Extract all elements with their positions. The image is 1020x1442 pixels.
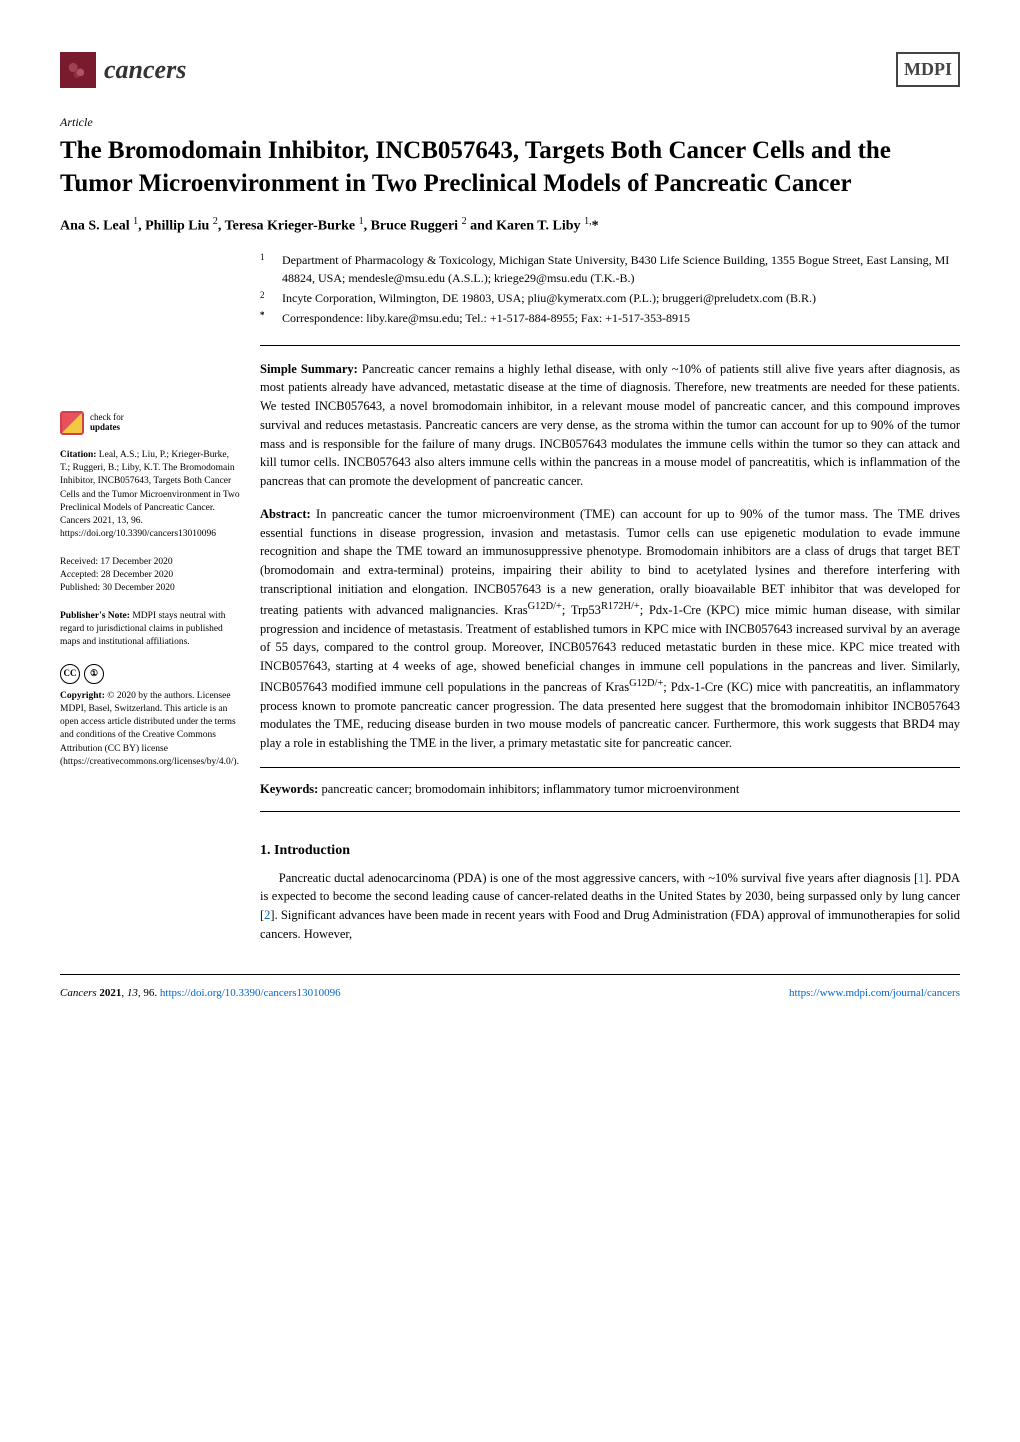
- keywords-block: Keywords: pancreatic cancer; bromodomain…: [260, 767, 960, 812]
- citation-label: Citation:: [60, 450, 96, 460]
- header-row: cancers MDPI: [60, 50, 960, 89]
- keywords-text: pancreatic cancer; bromodomain inhibitor…: [318, 782, 739, 796]
- abstract-block: Abstract: In pancreatic cancer the tumor…: [260, 505, 960, 753]
- affil-text: Incyte Corporation, Wilmington, DE 19803…: [282, 289, 960, 307]
- citation-text: Leal, A.S.; Liu, P.; Krieger-Burke, T.; …: [60, 450, 240, 540]
- section-heading: 1. Introduction: [260, 840, 960, 861]
- journal-logo: cancers: [60, 50, 186, 89]
- affil-text: Department of Pharmacology & Toxicology,…: [282, 251, 960, 287]
- publishers-note-block: Publisher's Note: MDPI stays neutral wit…: [60, 610, 240, 650]
- affil-num: *: [260, 309, 268, 327]
- cc-icon: CC: [60, 664, 80, 684]
- main-column: 1 Department of Pharmacology & Toxicolog…: [260, 251, 960, 944]
- simple-summary-label: Simple Summary:: [260, 362, 358, 376]
- pubnote-label: Publisher's Note:: [60, 611, 130, 621]
- affiliation-row: 1 Department of Pharmacology & Toxicolog…: [260, 251, 960, 287]
- affil-num: 2: [260, 289, 268, 307]
- copyright-label: Copyright:: [60, 691, 105, 701]
- affil-text: Correspondence: liby.kare@msu.edu; Tel.:…: [282, 309, 960, 327]
- footer: Cancers 2021, 13, 96. https://doi.org/10…: [60, 974, 960, 1002]
- simple-summary-text: Pancreatic cancer remains a highly letha…: [260, 362, 960, 489]
- copyright-block: Copyright: © 2020 by the authors. Licens…: [60, 690, 240, 770]
- intro-paragraph: Pancreatic ductal adenocarcinoma (PDA) i…: [260, 869, 960, 944]
- abstract-label: Abstract:: [260, 507, 311, 521]
- simple-summary-block: Simple Summary: Pancreatic cancer remain…: [260, 345, 960, 491]
- check-updates-text: check for updates: [90, 413, 124, 433]
- received-date: Received: 17 December 2020: [60, 556, 240, 569]
- footer-left: Cancers 2021, 13, 96. https://doi.org/10…: [60, 985, 341, 1002]
- journal-icon: [60, 52, 96, 88]
- citation-block: Citation: Leal, A.S.; Liu, P.; Krieger-B…: [60, 449, 240, 542]
- footer-right: https://www.mdpi.com/journal/cancers: [789, 985, 960, 1002]
- article-type: Article: [60, 113, 960, 131]
- by-icon: ①: [84, 664, 104, 684]
- article-title: The Bromodomain Inhibitor, INCB057643, T…: [60, 135, 960, 200]
- journal-name: cancers: [104, 50, 186, 89]
- check-line2: updates: [90, 423, 124, 433]
- mdpi-text: MDPI: [904, 56, 952, 83]
- published-date: Published: 30 December 2020: [60, 582, 240, 595]
- footer-right-link[interactable]: https://www.mdpi.com/journal/cancers: [789, 987, 960, 999]
- check-updates-icon: [60, 411, 84, 435]
- sidebar: check for updates Citation: Leal, A.S.; …: [60, 251, 240, 944]
- affiliation-row: * Correspondence: liby.kare@msu.edu; Tel…: [260, 309, 960, 327]
- copyright-text: © 2020 by the authors. Licensee MDPI, Ba…: [60, 691, 239, 767]
- license-badges: CC ①: [60, 664, 240, 684]
- mdpi-logo: MDPI: [896, 52, 960, 87]
- dates-block: Received: 17 December 2020 Accepted: 28 …: [60, 556, 240, 596]
- accepted-date: Accepted: 28 December 2020: [60, 569, 240, 582]
- affil-num: 1: [260, 251, 268, 287]
- affiliation-row: 2 Incyte Corporation, Wilmington, DE 198…: [260, 289, 960, 307]
- abstract-text: In pancreatic cancer the tumor microenvi…: [260, 507, 960, 750]
- check-for-updates[interactable]: check for updates: [60, 411, 240, 435]
- affiliations: 1 Department of Pharmacology & Toxicolog…: [260, 251, 960, 327]
- authors-line: Ana S. Leal 1, Phillip Liu 2, Teresa Kri…: [60, 214, 960, 237]
- keywords-label: Keywords:: [260, 782, 318, 796]
